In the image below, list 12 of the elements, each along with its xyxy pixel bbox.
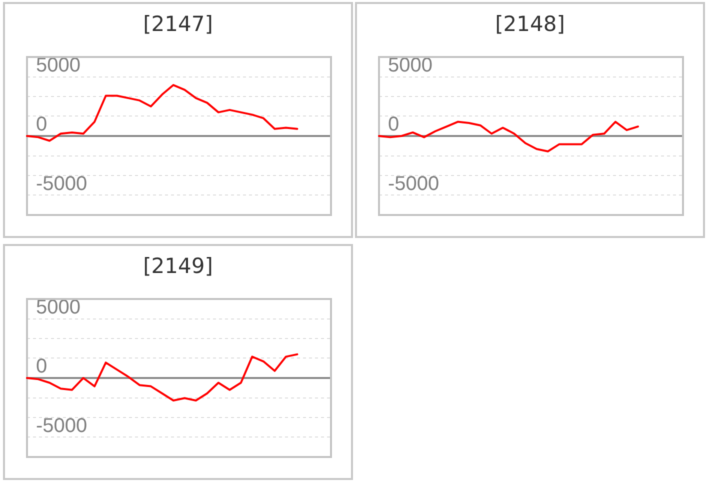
- chart-title: [2149]: [142, 254, 214, 278]
- y-tick-label: -5000: [36, 172, 88, 195]
- y-tick-label: 0: [36, 114, 48, 136]
- y-tick-label: 0: [388, 114, 400, 136]
- y-tick-label: -5000: [36, 414, 88, 437]
- chart-title: [2148]: [494, 12, 566, 36]
- y-tick-label: -5000: [388, 172, 440, 195]
- y-tick-label: 0: [36, 356, 48, 378]
- y-tick-label: 5000: [388, 54, 432, 76]
- y-tick-label: 5000: [36, 296, 80, 318]
- chart-title: [2147]: [142, 12, 214, 36]
- y-tick-label: 5000: [36, 54, 80, 76]
